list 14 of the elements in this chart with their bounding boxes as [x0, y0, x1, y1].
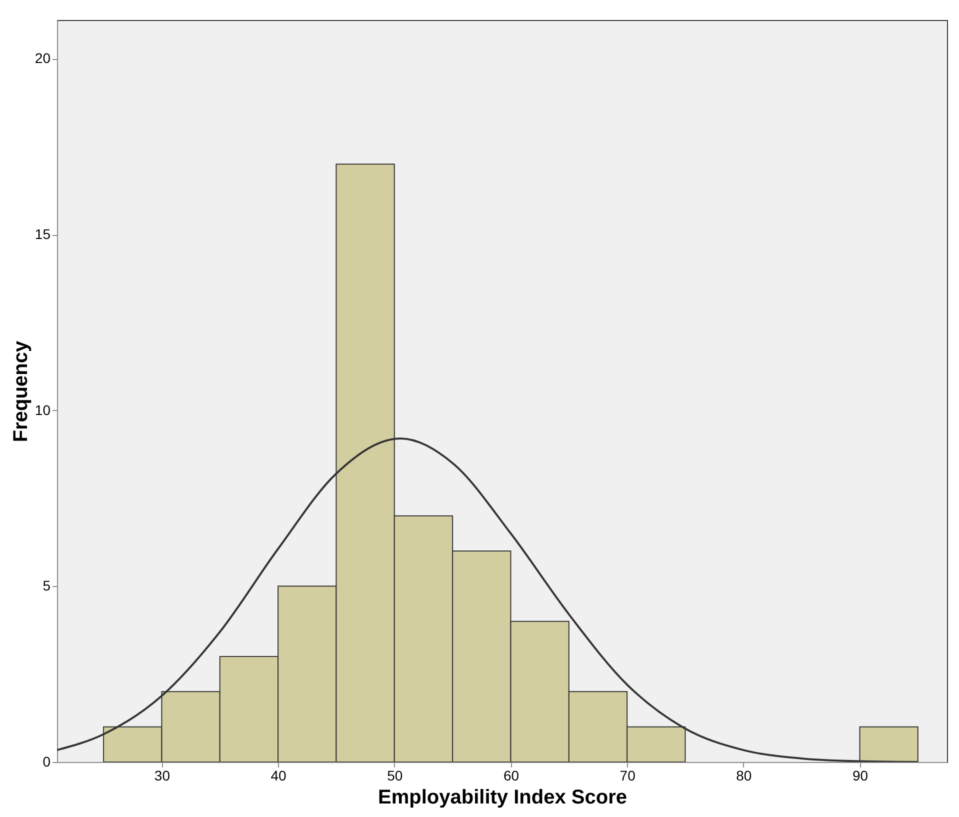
y-tick-label: 10: [34, 402, 51, 418]
y-axis-title: Frequency: [10, 340, 32, 442]
y-tick-label: 15: [34, 226, 51, 242]
x-tick-label: 50: [387, 768, 403, 784]
x-tick-label: 90: [852, 768, 868, 784]
x-tick-label: 60: [503, 768, 520, 784]
x-tick-label: 40: [270, 768, 287, 784]
x-tick-label: 80: [736, 768, 752, 784]
y-tick-label: 5: [42, 578, 51, 594]
y-tick-label: 0: [42, 754, 51, 770]
x-axis-title: Employability Index Score: [378, 786, 627, 808]
x-tick-label: 30: [154, 768, 170, 784]
x-tick-label: 70: [620, 768, 636, 784]
y-tick-label: 20: [34, 50, 51, 66]
